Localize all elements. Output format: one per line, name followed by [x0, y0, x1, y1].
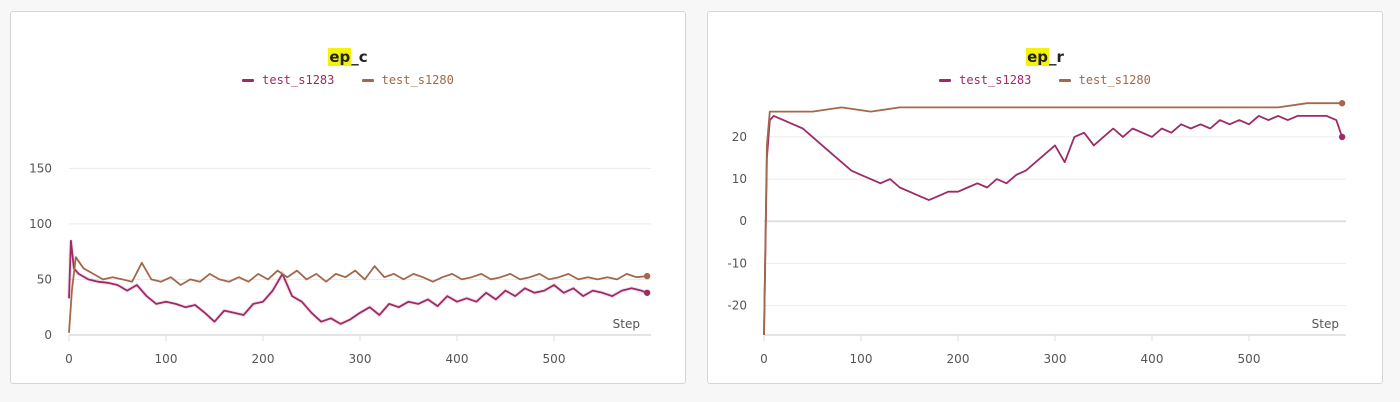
legend-label: test_s1280: [1078, 73, 1151, 87]
series-line-test-s1283: [763, 115, 1343, 336]
y-tick-label: 50: [37, 272, 52, 286]
x-tick-label: 100: [850, 352, 873, 366]
chart-title-highlight: ep: [1026, 48, 1049, 66]
x-tick-label: 300: [1044, 352, 1067, 366]
x-tick-label: 500: [543, 352, 566, 366]
legend-item-test-s1283[interactable]: test_s1283: [242, 73, 334, 87]
y-tick-label: 150: [29, 161, 52, 175]
chart-legend: test_s1283 test_s1280: [11, 73, 685, 87]
x-tick-label: 500: [1238, 352, 1261, 366]
x-tick-label: 200: [947, 352, 970, 366]
legend-item-test-s1280[interactable]: test_s1280: [361, 73, 454, 87]
series-end-point: [1338, 100, 1346, 107]
chart-title: ep_r: [708, 48, 1382, 66]
series-line-test-s1280: [763, 102, 1343, 336]
legend-item-test-s1280[interactable]: test_s1280: [1058, 73, 1151, 87]
series-line-test-s1283: [68, 239, 648, 325]
chart-plot-ep-c[interactable]: 0 50 100 150 0 100 200 300 400 500 Step: [11, 12, 687, 385]
legend-swatch: [361, 79, 374, 82]
y-tick-label: 0: [44, 328, 52, 342]
legend-label: test_s1283: [959, 73, 1032, 87]
legend-item-test-s1283[interactable]: test_s1283: [939, 73, 1031, 87]
y-tick-label: -20: [727, 299, 747, 313]
x-tick-label: 300: [349, 352, 372, 366]
x-tick-label: 0: [760, 352, 768, 366]
legend-swatch: [242, 79, 255, 82]
x-axis-label: Step: [1312, 317, 1339, 331]
chart-title-highlight: ep: [328, 48, 352, 66]
legend-label: test_s1280: [381, 73, 454, 87]
y-tick-label: -10: [727, 256, 747, 270]
chart-panel-ep-r: ep_r test_s1283 test_s1280 -20 -10 0 10 20 0 1…: [707, 11, 1383, 384]
chart-legend: test_s1283 test_s1280: [708, 73, 1382, 87]
y-tick-label: 0: [739, 214, 747, 228]
x-tick-label: 400: [1141, 352, 1164, 366]
chart-title-rest: _c: [351, 48, 368, 66]
chart-panel-ep-c: ep_c test_s1283 test_s1280 0 50 100 150 0 100…: [10, 11, 686, 384]
chart-title-rest: _r: [1049, 48, 1064, 66]
y-tick-label: 10: [732, 172, 747, 186]
x-tick-label: 100: [155, 352, 178, 366]
legend-label: test_s1283: [262, 73, 335, 87]
series-end-point: [1338, 133, 1346, 141]
series-underlay: [67, 240, 648, 327]
series-end-point: [643, 272, 651, 280]
y-tick-label: 20: [732, 130, 747, 144]
series-line-test-s1280: [68, 256, 648, 333]
legend-swatch: [939, 79, 952, 82]
x-tick-label: 400: [446, 352, 469, 366]
y-tick-label: 100: [29, 217, 52, 231]
legend-swatch: [1058, 79, 1071, 82]
x-axis-label: Step: [613, 317, 640, 331]
chart-title: ep_c: [11, 48, 685, 66]
x-tick-label: 0: [65, 352, 73, 366]
x-tick-label: 200: [252, 352, 275, 366]
series-end-point: [643, 289, 651, 296]
